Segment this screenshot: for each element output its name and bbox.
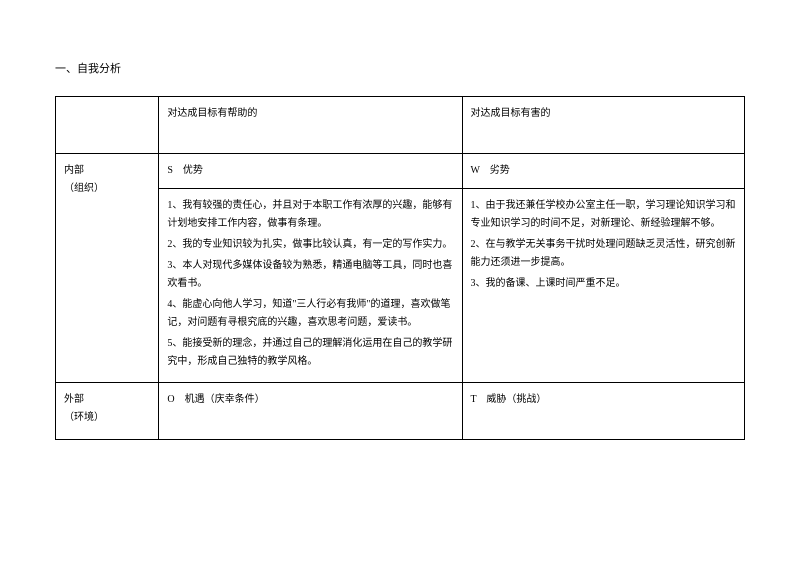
weakness-item: 3、我的备课、上课时间严重不足。: [471, 275, 737, 293]
weakness-item: 2、在与教学无关事务干扰时处理问题缺乏灵活性，研究创新能力还须进一步提高。: [471, 236, 737, 272]
strength-item: 3、本人对现代多媒体设备较为熟悉，精通电脑等工具，同时也喜欢看书。: [167, 257, 453, 293]
external-label-line1: 外部: [64, 391, 150, 409]
weakness-item: 1、由于我还兼任学校办公室主任一职，学习理论知识学习和专业知识学习的时间不足，对…: [471, 197, 737, 233]
header-cell-helpful: 对达成目标有帮助的: [159, 97, 462, 154]
weakness-header-cell: W 劣势: [462, 154, 745, 189]
header-cell-harmful: 对达成目标有害的: [462, 97, 745, 154]
header-cell-empty: [56, 97, 159, 154]
strength-item: 5、能接受新的理念，并通过自己的理解消化运用在自己的教学研究中，形成自己独特的教…: [167, 335, 453, 371]
strength-item: 2、我的专业知识较为扎实，做事比较认真，有一定的写作实力。: [167, 236, 453, 254]
internal-label-line1: 内部: [64, 162, 150, 180]
strength-header-cell: S 优势: [159, 154, 462, 189]
external-label-line2: （环境）: [64, 409, 150, 427]
strengths-cell: 1、我有较强的责任心，并且对于本职工作有浓厚的兴趣，能够有计划地安排工作内容，做…: [159, 189, 462, 383]
weaknesses-cell: 1、由于我还兼任学校办公室主任一职，学习理论知识学习和专业知识学习的时间不足，对…: [462, 189, 745, 383]
swot-table: 对达成目标有帮助的 对达成目标有害的 内部 （组织） S 优势 W 劣势 1、我…: [55, 96, 745, 440]
internal-label-cell: 内部 （组织）: [56, 154, 159, 383]
internal-label-line2: （组织）: [64, 180, 150, 198]
strength-item: 4、能虚心向他人学习，知道"三人行必有我师"的道理，喜欢做笔记，对问题有寻根究底…: [167, 296, 453, 332]
section-heading: 一、自我分析: [55, 60, 745, 76]
opportunity-header-cell: O 机遇（庆幸条件）: [159, 383, 462, 440]
strength-item: 1、我有较强的责任心，并且对于本职工作有浓厚的兴趣，能够有计划地安排工作内容，做…: [167, 197, 453, 233]
external-label-cell: 外部 （环境）: [56, 383, 159, 440]
threat-header-cell: T 威胁（挑战）: [462, 383, 745, 440]
